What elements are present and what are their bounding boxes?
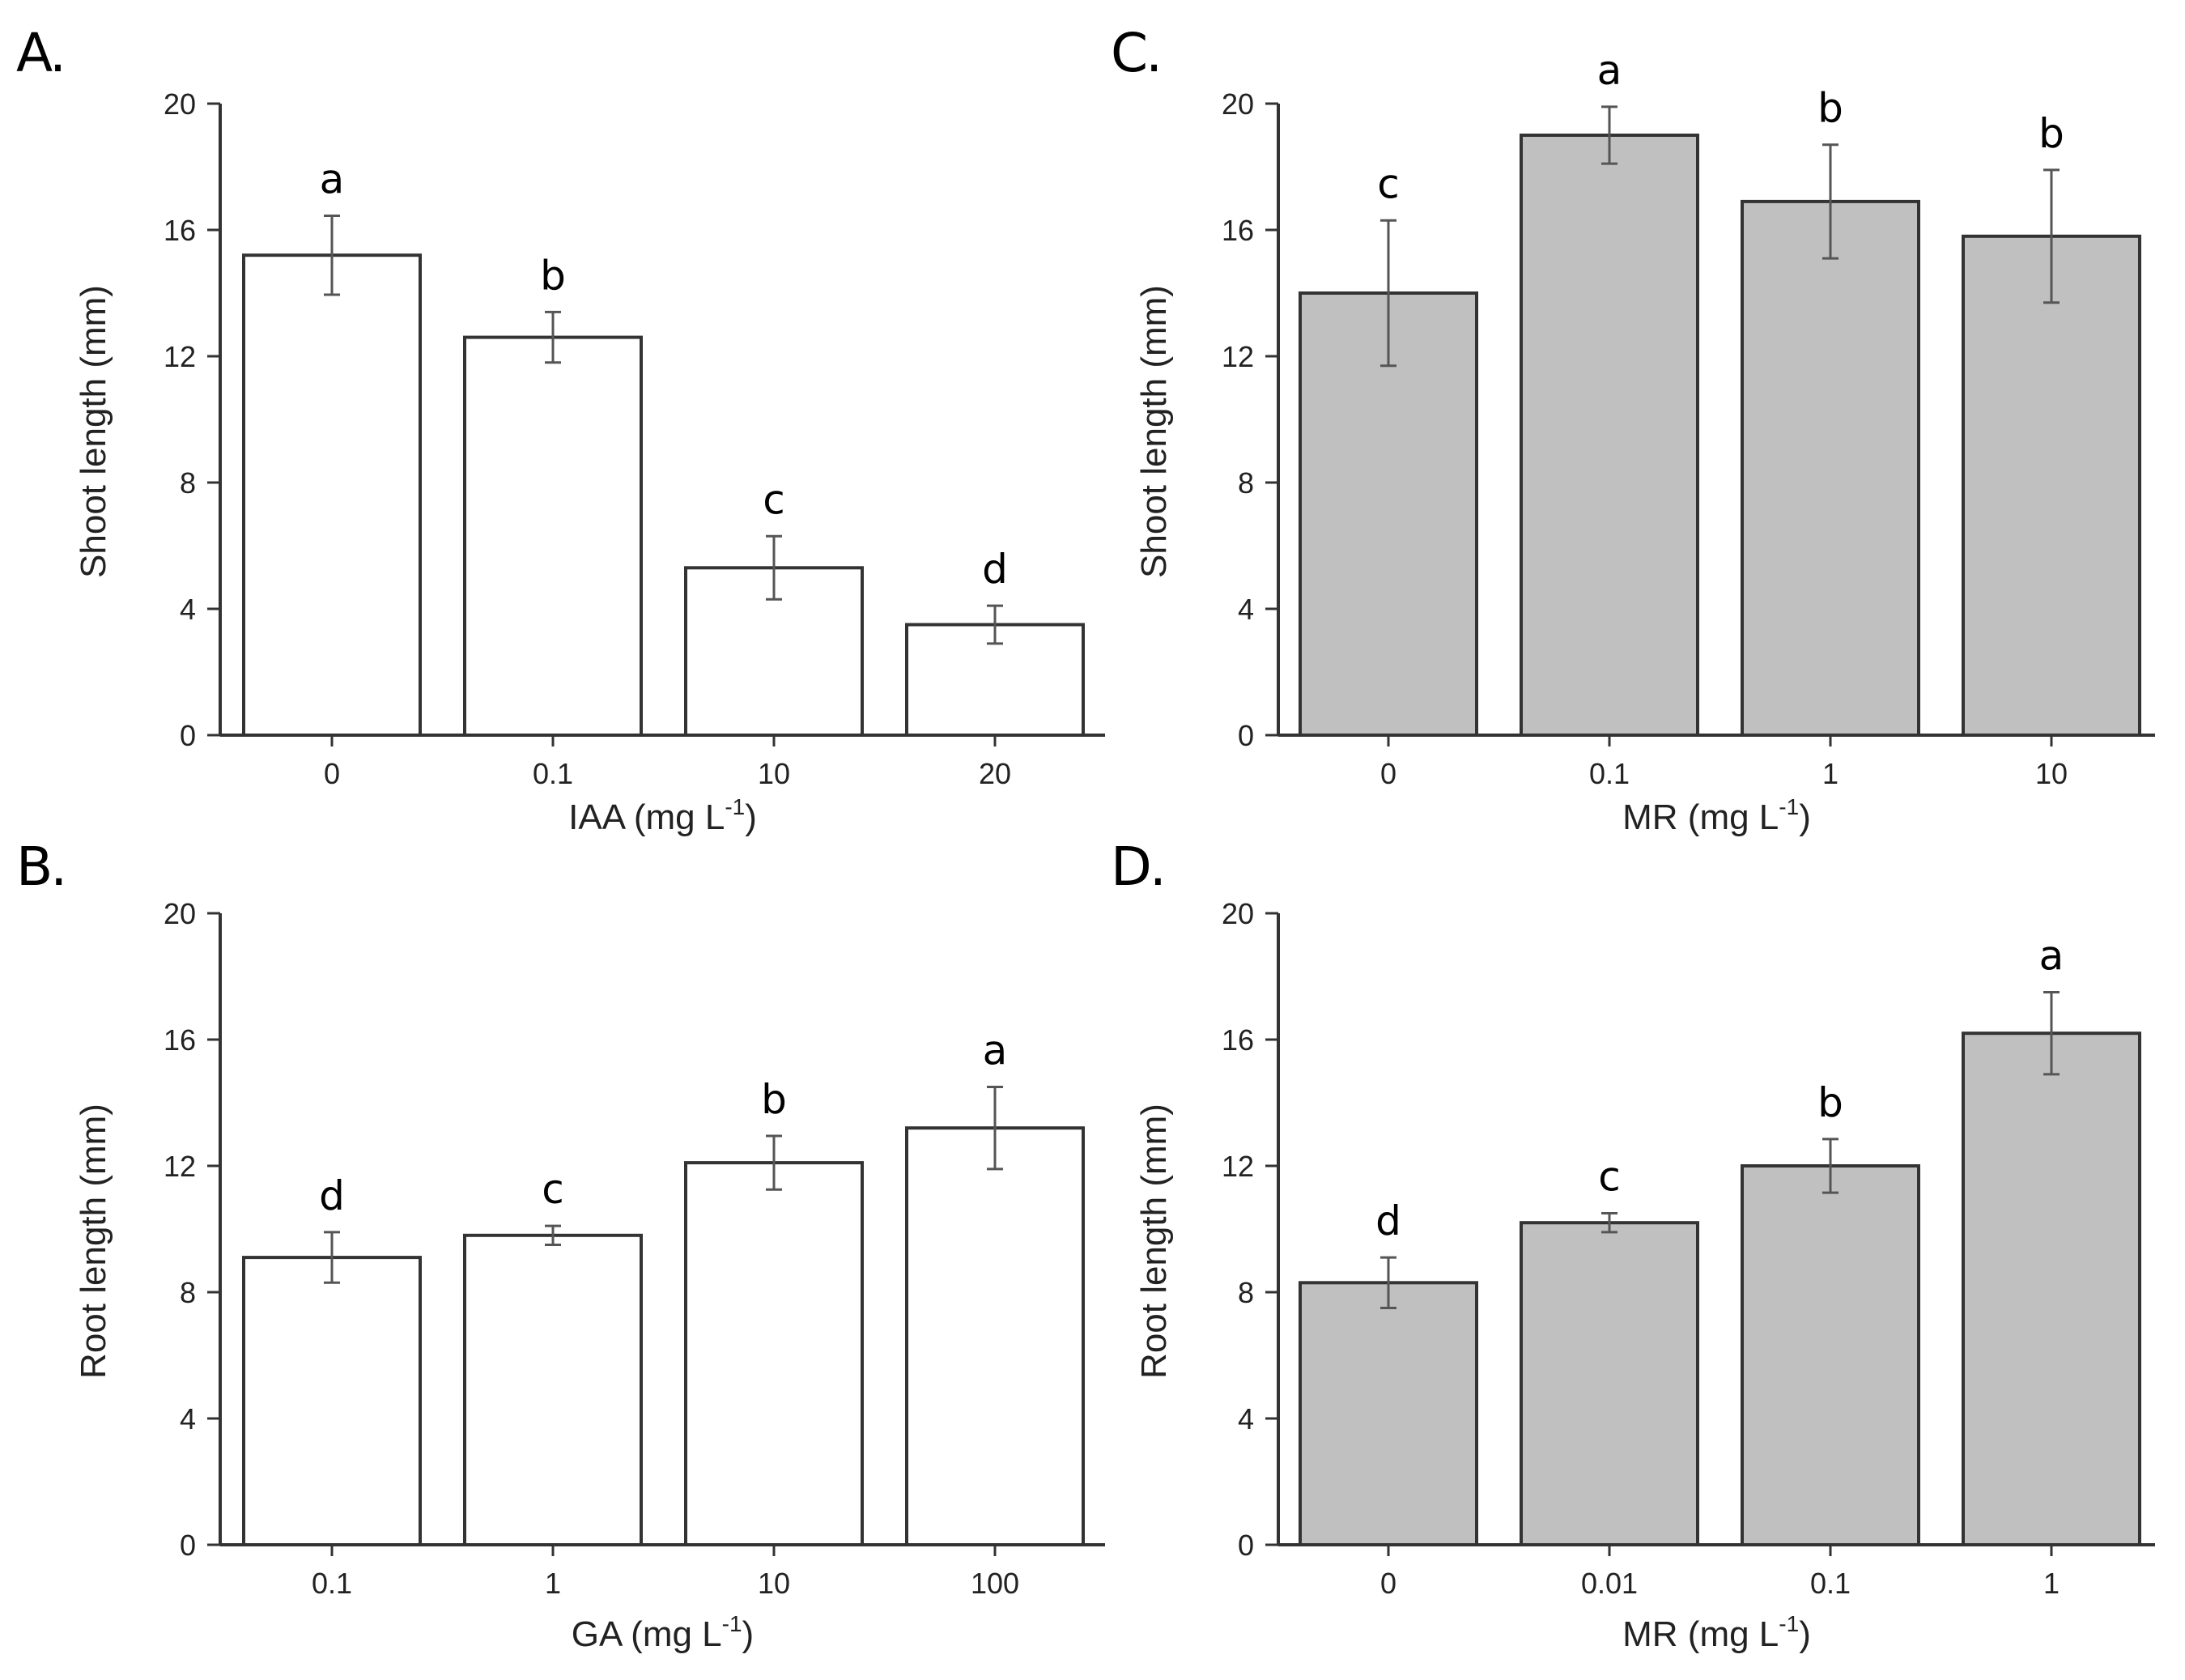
significance-letter: a	[1597, 47, 1622, 94]
x-tick-label: 100	[971, 1567, 1019, 1600]
y-tick-label: 16	[164, 1023, 196, 1057]
x-tick-label: 0.1	[1810, 1567, 1851, 1600]
x-axis-title: IAA (mg L-1)	[568, 794, 757, 837]
y-axis-title: Shoot length (mm)	[1134, 285, 1174, 578]
x-tick-label: 0	[324, 757, 340, 790]
significance-letter: b	[540, 252, 566, 299]
panel-b: B. 0 4 8 12 16 20 Root length (mm) 0.1 d 1 c 10 b 100 a…	[16, 836, 1105, 1654]
x-axis-title-superscript: -1	[1779, 1611, 1799, 1636]
significance-letter: d	[1375, 1197, 1401, 1244]
y-tick-label: 20	[1222, 87, 1254, 121]
y-tick-label: 12	[164, 1150, 196, 1183]
bar	[1962, 234, 2141, 737]
significance-letter: c	[1377, 160, 1400, 207]
bar	[1741, 199, 1920, 737]
y-tick-label: 16	[1222, 214, 1254, 247]
x-axis-title-superscript: -1	[722, 1611, 742, 1636]
y-tick-label: 16	[1222, 1023, 1254, 1057]
significance-letter: a	[983, 1027, 1008, 1074]
x-axis-title-main: IAA (mg L	[568, 797, 725, 837]
bar	[1520, 134, 1699, 737]
significance-letter: a	[320, 155, 345, 202]
bar	[1299, 1281, 1478, 1547]
significance-letter: c	[542, 1166, 564, 1213]
x-tick-label: 0.1	[1589, 757, 1630, 790]
x-axis-title-superscript: -1	[725, 794, 745, 819]
panel-label: A.	[16, 22, 64, 84]
x-tick-label: 0	[1380, 757, 1396, 790]
significance-letter: b	[2038, 110, 2064, 157]
y-tick-label: 4	[1238, 593, 1254, 626]
x-tick-label: 10	[2035, 757, 2068, 790]
x-axis-title-main: MR (mg L	[1622, 797, 1779, 837]
x-tick-label: 1	[545, 1567, 561, 1600]
y-tick-label: 0	[180, 1529, 196, 1562]
y-tick-label: 0	[180, 719, 196, 752]
significance-letter: a	[2039, 933, 2064, 980]
bar	[463, 335, 643, 737]
x-tick-label: 20	[979, 757, 1011, 790]
significance-letter: d	[982, 546, 1008, 593]
y-tick-label: 4	[1238, 1402, 1254, 1435]
panel-label: D.	[1111, 836, 1164, 898]
x-tick-label: 0	[1380, 1567, 1396, 1600]
bar	[463, 1233, 643, 1547]
bar	[1962, 1031, 2141, 1546]
y-tick-label: 20	[1222, 897, 1254, 930]
significance-letter: b	[1817, 1079, 1843, 1126]
panel-a: A. 0 4 8 12 16 20 Shoot length (mm) 0 a 0.1 b 10 c 20 d…	[16, 22, 1105, 837]
y-tick-label: 8	[1238, 1276, 1254, 1309]
x-axis-title-end: )	[1799, 797, 1811, 837]
y-tick-label: 16	[164, 214, 196, 247]
panel-c: C. 0 4 8 12 16 20 Shoot length (mm) 0 c 0.1 a 1 b 10 b M…	[1111, 22, 2155, 837]
x-axis-title-end: )	[745, 797, 757, 837]
x-axis-title-end: )	[742, 1614, 755, 1654]
y-tick-label: 12	[1222, 1150, 1254, 1183]
x-tick-label: 10	[758, 1567, 790, 1600]
x-axis-title: MR (mg L-1)	[1622, 1611, 1811, 1654]
y-tick-label: 8	[180, 1276, 196, 1309]
y-tick-label: 4	[180, 1402, 196, 1435]
bar	[684, 1161, 864, 1546]
bar	[1520, 1221, 1699, 1546]
panel-label: B.	[16, 836, 65, 898]
significance-letter: b	[1817, 85, 1843, 132]
x-axis-title-superscript: -1	[1779, 794, 1799, 819]
bar	[1741, 1164, 1920, 1546]
significance-letter: d	[319, 1172, 345, 1219]
x-tick-label: 10	[758, 757, 790, 790]
x-axis-title-main: MR (mg L	[1622, 1614, 1779, 1654]
y-tick-label: 20	[164, 897, 196, 930]
y-axis-title: Shoot length (mm)	[74, 285, 113, 578]
x-tick-label: 1	[1822, 757, 1839, 790]
y-axis-title: Root length (mm)	[1134, 1104, 1174, 1379]
significance-letter: b	[761, 1076, 787, 1123]
bar	[242, 253, 422, 737]
y-tick-label: 20	[164, 87, 196, 121]
y-tick-label: 0	[1238, 719, 1254, 752]
significance-letter: c	[1598, 1154, 1621, 1201]
y-tick-label: 8	[1238, 466, 1254, 500]
x-axis-title-main: GA (mg L	[572, 1614, 722, 1654]
x-tick-label: 1	[2043, 1567, 2060, 1600]
panel-label: C.	[1111, 22, 1160, 84]
x-tick-label: 0.1	[533, 757, 573, 790]
x-tick-label: 0.01	[1581, 1567, 1638, 1600]
y-axis-title: Root length (mm)	[74, 1104, 113, 1379]
x-axis-title: MR (mg L-1)	[1622, 794, 1811, 837]
bar	[905, 1126, 1085, 1546]
bar	[242, 1256, 422, 1546]
y-tick-label: 4	[180, 593, 196, 626]
x-tick-label: 0.1	[312, 1567, 352, 1600]
x-axis-title: GA (mg L-1)	[572, 1611, 754, 1654]
y-tick-label: 0	[1238, 1529, 1254, 1562]
y-tick-label: 12	[1222, 340, 1254, 373]
y-tick-label: 12	[164, 340, 196, 373]
y-tick-label: 8	[180, 466, 196, 500]
x-axis-title-end: )	[1799, 1614, 1811, 1654]
significance-letter: c	[763, 476, 785, 523]
panel-d: D. 0 4 8 12 16 20 Root length (mm) 0 d 0.01 c 0.1 b 1 a…	[1111, 836, 2155, 1654]
